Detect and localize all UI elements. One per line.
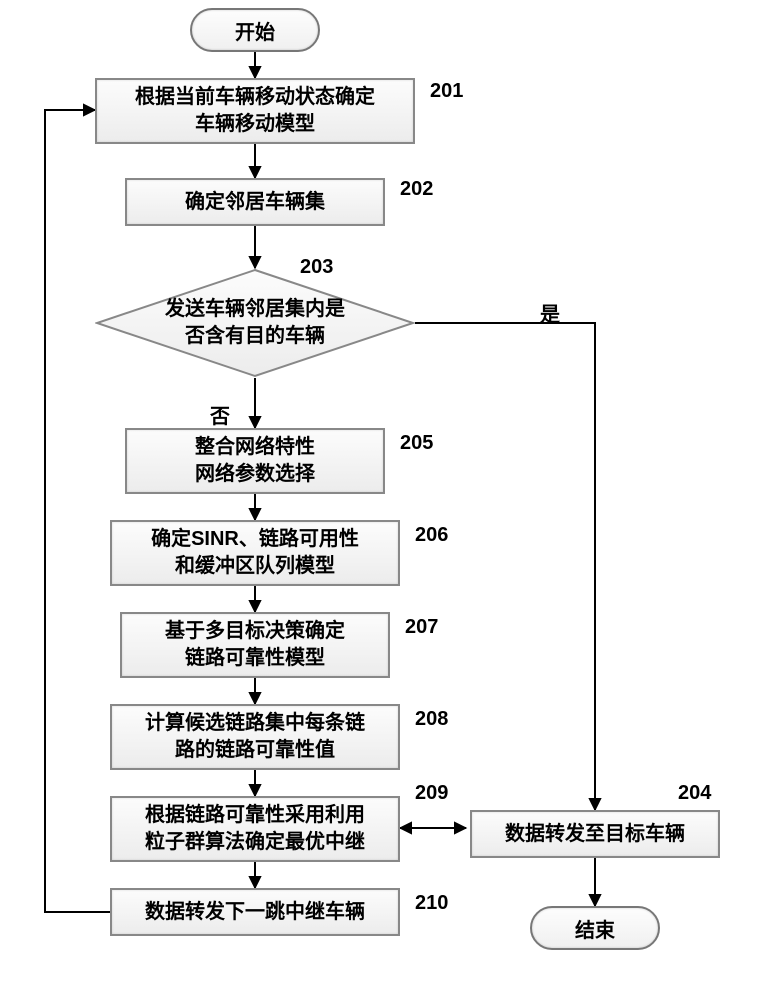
node-208: 计算候选链路集中每条链 路的链路可靠性值 bbox=[110, 704, 400, 770]
step-201: 201 bbox=[430, 80, 463, 103]
step-206: 206 bbox=[415, 524, 448, 547]
step-202: 202 bbox=[400, 178, 433, 201]
step-204: 204 bbox=[678, 782, 711, 805]
step-207: 207 bbox=[405, 616, 438, 639]
start-node: 开始 bbox=[190, 8, 320, 52]
flowchart-canvas: 开始 结束 根据当前车辆移动状态确定 车辆移动模型 确定邻居车辆集 发送车辆邻居… bbox=[0, 0, 757, 1000]
node-203: 发送车辆邻居集内是 否含有目的车辆 bbox=[95, 268, 415, 378]
node-210: 数据转发下一跳中继车辆 bbox=[110, 888, 400, 936]
node-204: 数据转发至目标车辆 bbox=[470, 810, 720, 858]
node-201: 根据当前车辆移动状态确定 车辆移动模型 bbox=[95, 78, 415, 144]
node-206: 确定SINR、链路可用性 和缓冲区队列模型 bbox=[110, 520, 400, 586]
node-207: 基于多目标决策确定 链路可靠性模型 bbox=[120, 612, 390, 678]
end-node: 结束 bbox=[530, 906, 660, 950]
node-205: 整合网络特性 网络参数选择 bbox=[125, 428, 385, 494]
node-202: 确定邻居车辆集 bbox=[125, 178, 385, 226]
edge-yes: 是 bbox=[540, 298, 560, 327]
step-205: 205 bbox=[400, 432, 433, 455]
end-label: 结束 bbox=[575, 914, 615, 943]
step-203: 203 bbox=[300, 256, 333, 279]
step-209: 209 bbox=[415, 782, 448, 805]
node-209: 根据链路可靠性采用利用 粒子群算法确定最优中继 bbox=[110, 796, 400, 862]
edge-no: 否 bbox=[210, 400, 230, 429]
step-210: 210 bbox=[415, 892, 448, 915]
step-208: 208 bbox=[415, 708, 448, 731]
start-label: 开始 bbox=[235, 16, 275, 45]
node-203-label: 发送车辆邻居集内是 否含有目的车辆 bbox=[95, 268, 415, 378]
